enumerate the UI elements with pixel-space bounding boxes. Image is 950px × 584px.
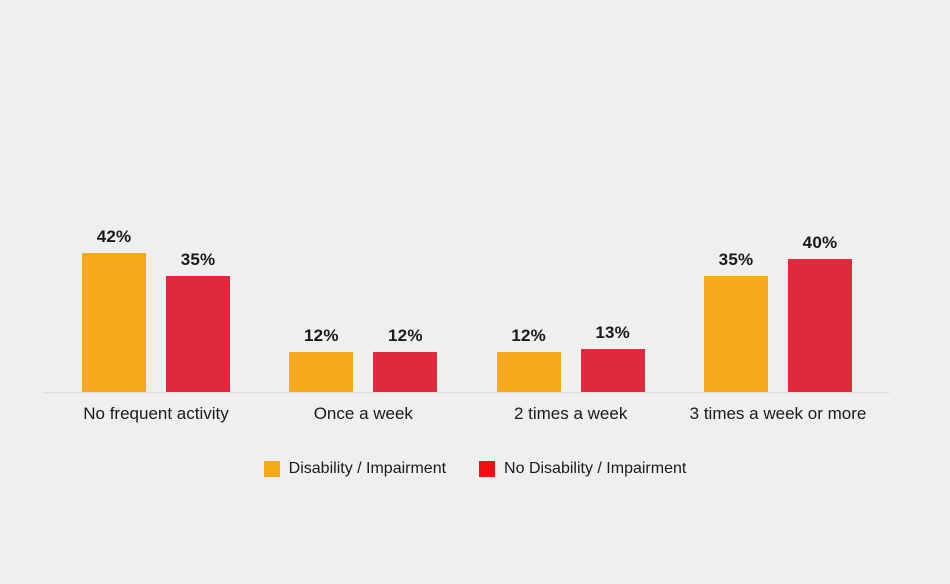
bar-value-label: 12% [388, 326, 423, 345]
bar-group: 35% 40% 3 times a week or more [690, 233, 867, 423]
bar-group: 12% 12% Once a week [289, 326, 438, 423]
category-label: 3 times a week or more [689, 404, 867, 423]
category-label: No frequent activity [83, 404, 229, 423]
bar-series-1 [787, 259, 852, 392]
bar-series-1 [580, 349, 645, 392]
bar-with-label: 13% [580, 323, 645, 392]
bar-with-label: 12% [373, 326, 438, 392]
x-axis-line [44, 392, 890, 393]
bar-series-1 [373, 352, 438, 392]
bar-value-label: 35% [718, 250, 754, 269]
bar-with-label: 40% [787, 233, 852, 392]
bar-group: 42% 35% No frequent activity [82, 227, 230, 423]
legend-swatch [263, 461, 280, 477]
bar-series-1 [166, 276, 230, 392]
bar-series-0 [703, 276, 768, 392]
bar-with-label: 42% [82, 227, 146, 392]
bar-value-label: 12% [511, 326, 546, 345]
legend-swatch [479, 461, 496, 477]
bar-with-label: 12% [496, 326, 561, 392]
plot-area: 42% 35% No frequent activity 12% 12% Once a w… [44, 0, 890, 423]
category-label: Once a week [313, 404, 413, 423]
legend-item: No Disability / Impairment [479, 460, 686, 478]
bar-series-0 [496, 352, 561, 392]
category-label: 2 times a week [513, 404, 628, 423]
bar-value-label: 35% [180, 250, 216, 269]
bar-with-label: 12% [289, 326, 354, 392]
chart-legend: Disability / Impairment No Disability / I… [0, 460, 950, 478]
bar-series-0 [289, 352, 354, 392]
legend-item: Disability / Impairment [263, 460, 447, 478]
bar-value-label: 42% [96, 227, 132, 246]
legend-label: Disability / Impairment [288, 460, 447, 477]
bar-value-label: 40% [802, 233, 838, 252]
bar-with-label: 35% [166, 250, 230, 392]
bar-series-0 [82, 253, 146, 392]
bar-value-label: 13% [595, 323, 630, 342]
bar-with-label: 35% [703, 250, 768, 392]
legend-label: No Disability / Impairment [504, 460, 687, 477]
bar-value-label: 12% [304, 326, 339, 345]
bar-group: 12% 13% 2 times a week [496, 323, 645, 423]
